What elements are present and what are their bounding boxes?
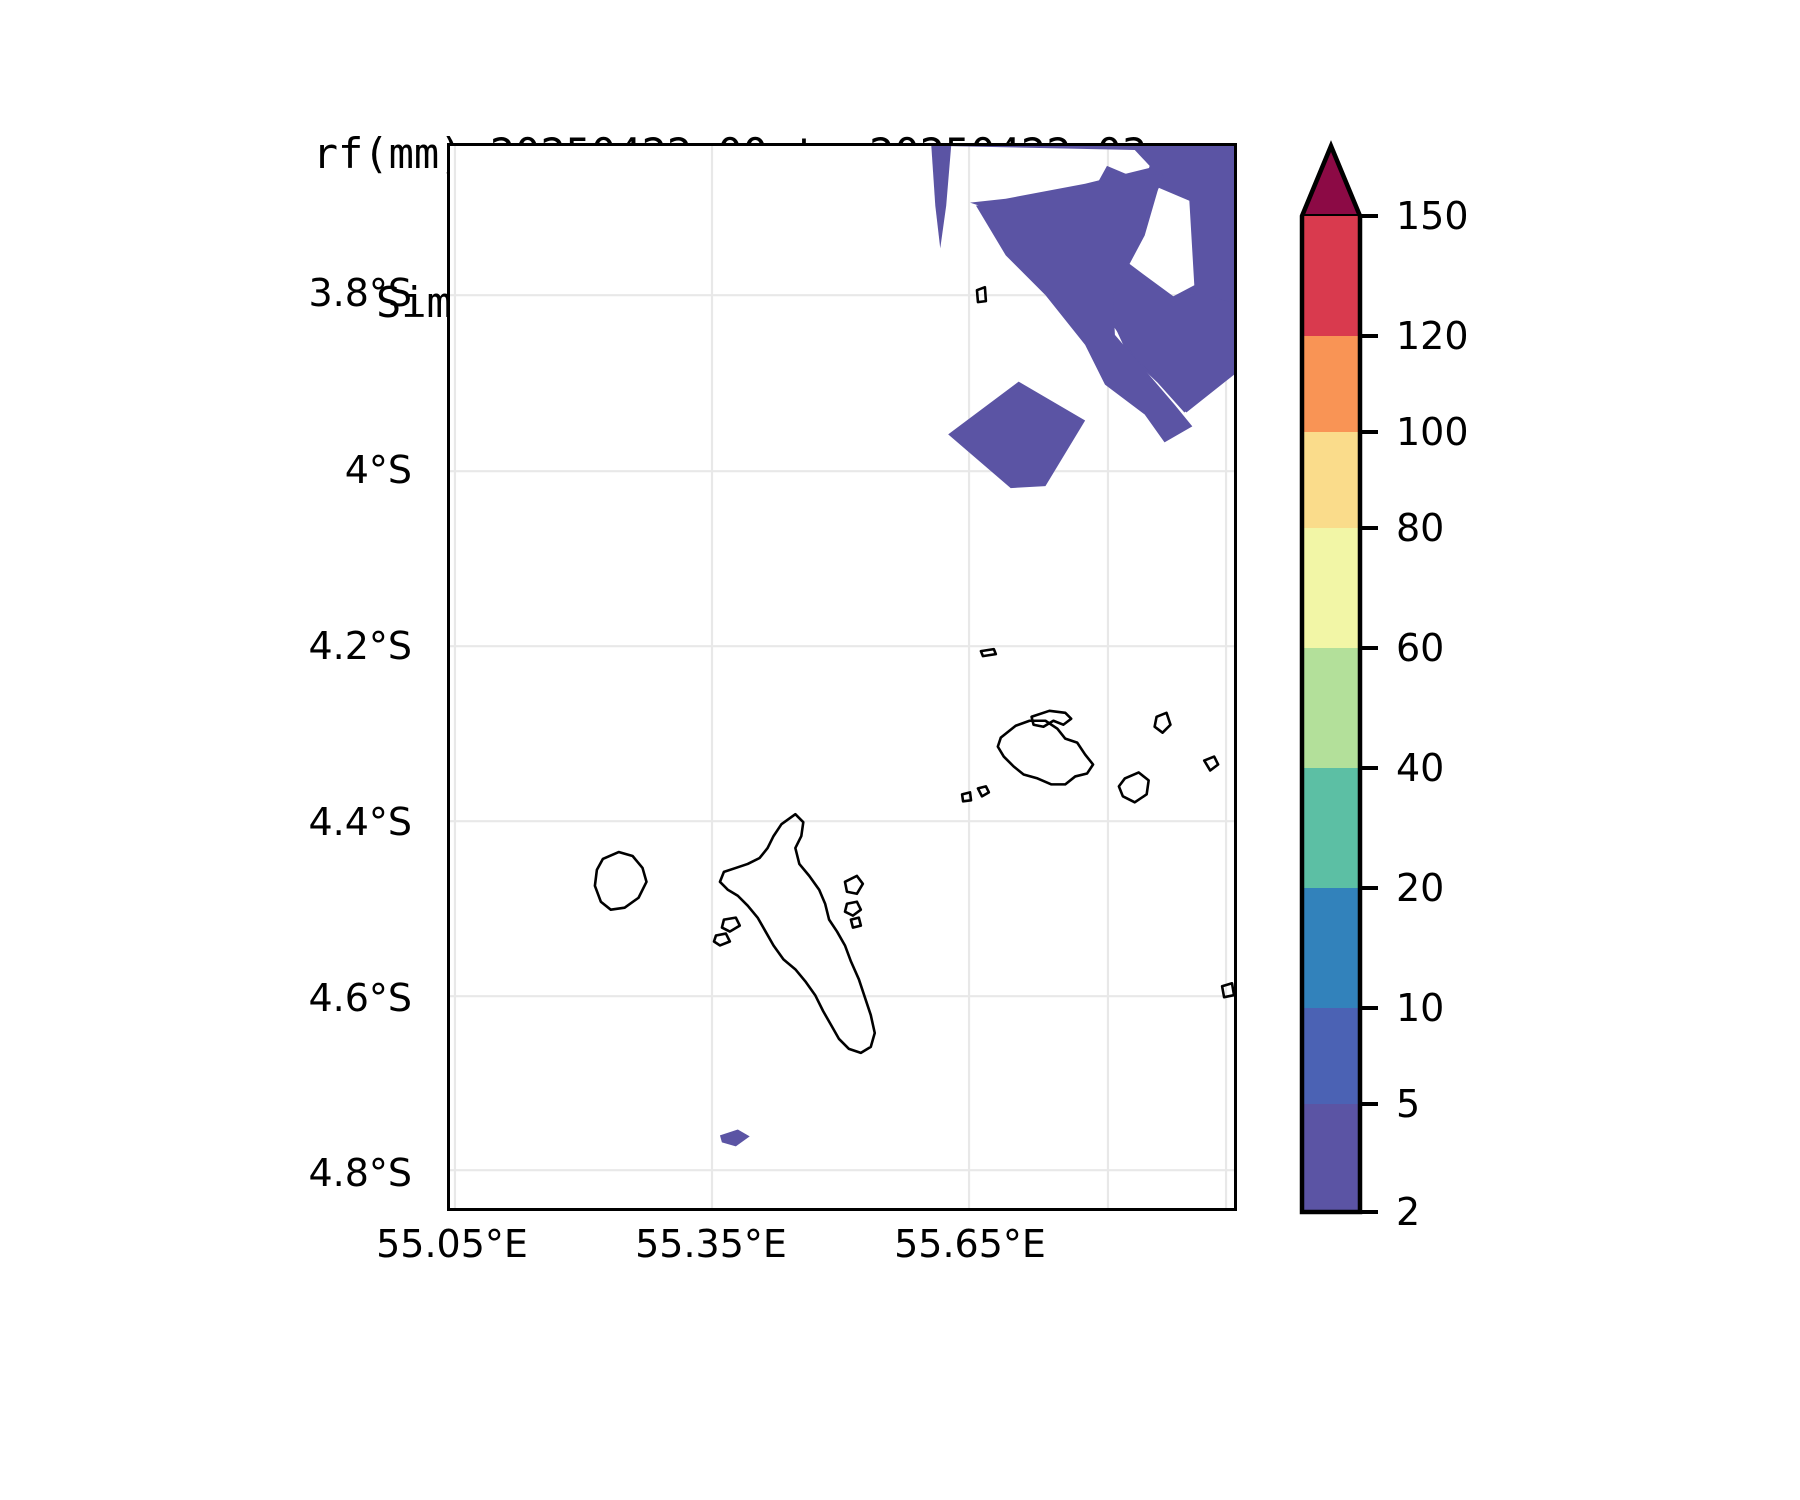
coastline-islet-east: [1202, 755, 1220, 772]
coastline-conception: [712, 932, 732, 947]
coastline-ste-anne: [843, 874, 865, 896]
coastline-islet-mid: [979, 647, 998, 658]
colorbar-band-100-120: [1302, 336, 1360, 432]
x-tick-label: 55.35°E: [635, 1222, 787, 1266]
coastline-la-digue: [1117, 771, 1150, 804]
coastline-curieuse: [1030, 709, 1073, 729]
colorbar-band-20-40: [1302, 768, 1360, 888]
rain-patch-ne-wedge: [970, 167, 1234, 413]
x-tick-label: 55.05°E: [376, 1222, 528, 1266]
x-tick-label: 55.65°E: [894, 1222, 1046, 1266]
colorbar-outline: [1299, 140, 1363, 1215]
y-tick-label: 4.8°S: [308, 1151, 412, 1195]
y-tick-label: 4°S: [344, 448, 412, 492]
y-tick-label: 4.4°S: [308, 800, 412, 844]
colorbar-tick-label: 40: [1396, 746, 1445, 790]
coastline-felicite: [1153, 711, 1172, 734]
colorbar-tick-label: 2: [1396, 1190, 1421, 1234]
colorbar-tick-label: 20: [1396, 866, 1445, 910]
y-tick-label: 4.2°S: [308, 624, 412, 668]
colorbar-tick-marks: [1360, 214, 1378, 1214]
colorbar-band-120-150: [1302, 216, 1360, 336]
rainfall-contour-fill: [719, 146, 1234, 1147]
coastline-silhouette: [593, 850, 648, 911]
y-tick-label: 3.8°S: [308, 271, 412, 315]
colorbar-tick-label: 150: [1396, 194, 1469, 238]
coastline-cousin: [960, 791, 973, 803]
map-plot-area: [447, 143, 1237, 1211]
coastline-cerf: [843, 900, 863, 917]
rain-patch-east-mass: [975, 173, 1193, 443]
coastlines: [593, 285, 1234, 1055]
colorbar-band-80-100: [1302, 432, 1360, 528]
coastline-mahe: [718, 812, 877, 1055]
colorbar-tick-label: 120: [1396, 314, 1469, 358]
y-tick-label: 4.6°S: [308, 976, 412, 1020]
rain-patch-mid-diamond: [948, 381, 1086, 489]
coastline-islet-cerf-small: [849, 916, 863, 929]
coastline-islet-north: [975, 285, 988, 304]
coastline-islet-west-praslin: [976, 785, 991, 798]
colorbar-tick-label: 100: [1396, 410, 1469, 454]
colorbar-tick-labels: 150 120 100 80 60 40 20 10 5 2: [1300, 0, 1700, 1500]
y-axis-tick-labels: 3.8°S 4°S 4.2°S 4.4°S 4.6°S 4.8°S: [0, 0, 430, 1500]
colorbar-tick-label: 60: [1396, 626, 1445, 670]
colorbar-canvas: [1299, 140, 1378, 1215]
colorbar: [1299, 140, 1378, 1215]
rain-patch-mahe-small: [719, 1129, 750, 1147]
colorbar-band-60-80: [1302, 528, 1360, 648]
colorbar-tick-label: 10: [1396, 986, 1445, 1030]
colorbar-band-5-10: [1302, 1008, 1360, 1104]
colorbar-tick-label: 5: [1396, 1082, 1421, 1126]
colorbar-tick-label: 80: [1396, 506, 1445, 550]
coastline-therese: [720, 916, 742, 933]
colorbar-band-2-5: [1302, 1104, 1360, 1212]
coastline-islet-far-east: [1220, 981, 1234, 999]
map-canvas: [450, 146, 1234, 1208]
rain-patch-n-spike: [931, 146, 952, 249]
colorbar-band-40-60: [1302, 648, 1360, 768]
colorbar-band-10-20: [1302, 888, 1360, 1008]
coastline-praslin: [996, 719, 1095, 786]
